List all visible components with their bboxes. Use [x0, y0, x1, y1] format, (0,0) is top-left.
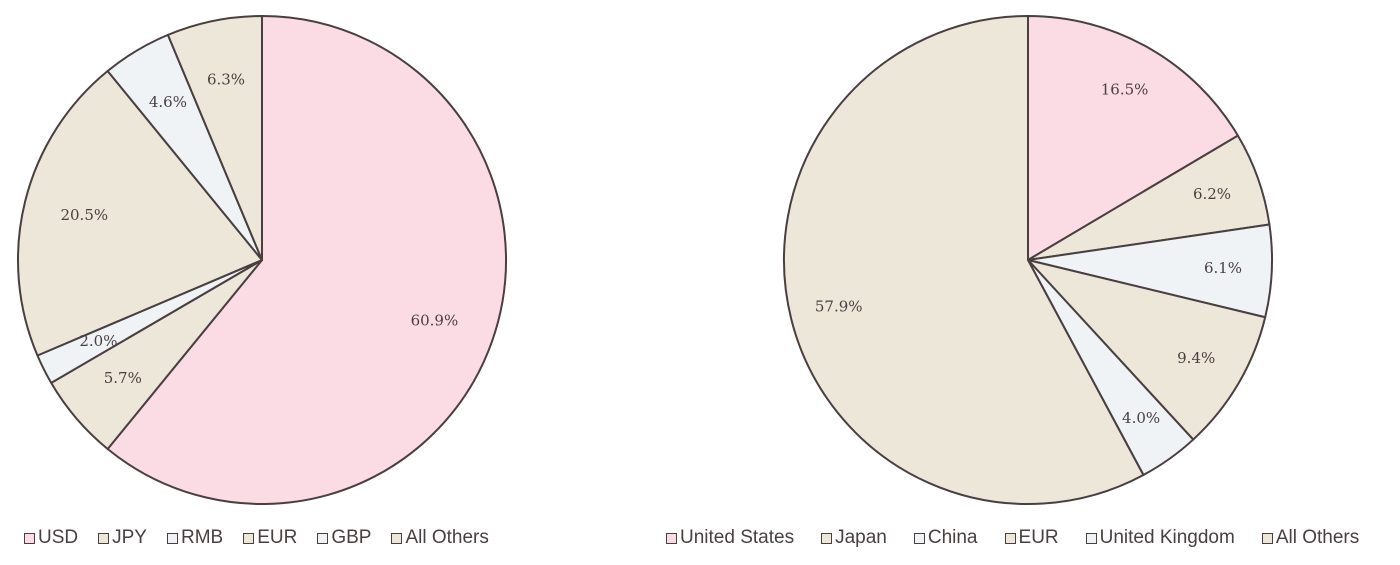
- legend-item-jpy: JPY: [98, 527, 147, 549]
- legend-item-eur: EUR: [1004, 527, 1059, 549]
- legend-swatch: [24, 532, 35, 544]
- pie-slice-eur: [17, 70, 263, 357]
- data-label-china: 9.4%: [1177, 349, 1215, 367]
- legend-item-japan: Japan: [821, 527, 887, 549]
- pie-slice-china: [1027, 259, 1267, 441]
- data-label-eur: 6.1%: [1204, 259, 1242, 277]
- legend-swatch: [666, 532, 677, 544]
- legend-label: USD: [38, 527, 79, 548]
- legend-swatch: [1004, 532, 1016, 544]
- data-label-usd: 60.9%: [411, 311, 459, 329]
- data-label-rmb: 2.0%: [79, 332, 117, 350]
- legend-label: RMB: [180, 527, 224, 548]
- legend-item-eur: EUR: [243, 527, 297, 549]
- legend-label: All Others: [1275, 527, 1360, 548]
- legend-swatch: [243, 532, 255, 544]
- legend-label: EUR: [1018, 527, 1059, 548]
- legend-swatch: [391, 532, 403, 544]
- pie-chart-country-share: 16.5% 6.2% 6.1% 9.4% 4.0% 57.9%: [783, 15, 1274, 505]
- data-label-united-states: 16.5%: [1101, 80, 1149, 98]
- legend-swatch: [317, 532, 329, 544]
- legend-item-gbp: GBP: [317, 527, 371, 549]
- legend-label: China: [927, 527, 978, 548]
- legend-label: United Kingdom: [1099, 527, 1235, 548]
- data-label-all-others: 57.9%: [815, 298, 863, 316]
- legend-swatch: [913, 532, 925, 544]
- legend-label: United States: [680, 527, 795, 548]
- legend-currency: USD JPY RMB EUR GBP All Others: [24, 526, 489, 550]
- legend-country: United States Japan China EUR United Kin…: [666, 526, 1386, 550]
- pie-slice-usd: [106, 15, 507, 505]
- legend-item-united-states: United States: [666, 527, 794, 549]
- pie-slice-united-states: [1027, 15, 1239, 261]
- pie-slice-all-others: [166, 15, 263, 261]
- pie-slice-all-others: [783, 15, 1145, 505]
- data-label-gbp: 4.6%: [149, 93, 187, 111]
- data-label-japan: 6.2%: [1193, 185, 1231, 203]
- legend-swatch: [1085, 532, 1097, 544]
- legend-item-all-others: All Others: [1261, 527, 1360, 549]
- data-label-jpy: 5.7%: [104, 369, 142, 387]
- legend-swatch: [98, 532, 110, 544]
- legend-item-united-kingdom: United Kingdom: [1085, 527, 1235, 549]
- legend-label: Japan: [835, 527, 887, 548]
- legend-label: All Others: [405, 527, 489, 548]
- legend-item-usd: USD: [24, 527, 78, 549]
- legend-label: EUR: [257, 527, 298, 548]
- legend-label: GBP: [331, 527, 372, 548]
- data-label-eur: 20.5%: [60, 206, 108, 224]
- pie-chart-currency-share: 60.9% 5.7% 2.0% 20.5% 4.6% 6.3%: [17, 15, 507, 505]
- legend-item-all-others: All Others: [391, 527, 489, 549]
- data-label-all-others: 6.3%: [207, 71, 245, 89]
- legend-label: JPY: [112, 527, 147, 548]
- legend-swatch: [821, 532, 833, 544]
- legend-item-rmb: RMB: [166, 527, 224, 549]
- legend-item-china: China: [913, 527, 978, 549]
- legend-swatch: [166, 532, 178, 544]
- legend-swatch: [1261, 532, 1273, 544]
- data-label-united-kingdom: 4.0%: [1122, 409, 1160, 427]
